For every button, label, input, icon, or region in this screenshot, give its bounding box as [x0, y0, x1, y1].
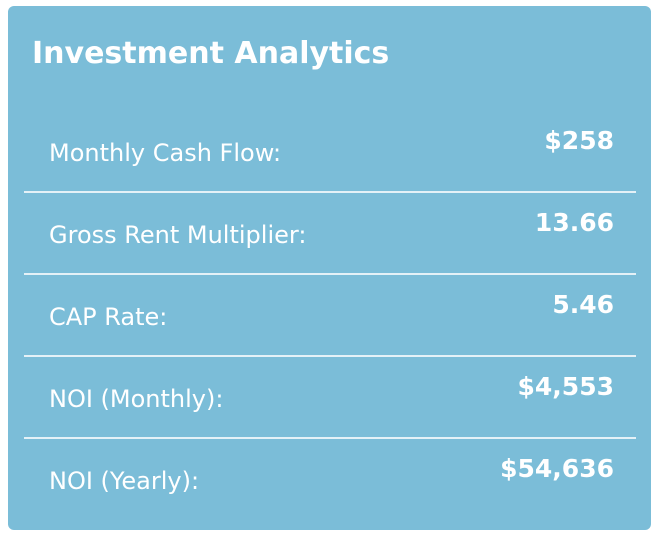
metric-row-monthly-cash-flow: Monthly Cash Flow: $258	[24, 111, 636, 193]
metric-value: $4,553	[517, 372, 614, 401]
metric-label: Gross Rent Multiplier:	[49, 221, 307, 249]
metric-value: 5.46	[552, 290, 614, 319]
metric-row-noi-yearly: NOI (Yearly): $54,636	[24, 439, 636, 521]
metric-label: Monthly Cash Flow:	[49, 139, 282, 167]
metric-row-noi-monthly: NOI (Monthly): $4,553	[24, 357, 636, 439]
card-title: Investment Analytics	[32, 36, 390, 71]
metrics-list: Monthly Cash Flow: $258 Gross Rent Multi…	[24, 111, 636, 521]
metric-label: NOI (Yearly):	[49, 467, 200, 495]
investment-analytics-card: Investment Analytics Monthly Cash Flow: …	[8, 6, 651, 530]
metric-value: $258	[544, 126, 614, 155]
metric-value: 13.66	[534, 208, 614, 237]
metric-row-gross-rent-multiplier: Gross Rent Multiplier: 13.66	[24, 193, 636, 275]
metric-row-cap-rate: CAP Rate: 5.46	[24, 275, 636, 357]
metric-label: NOI (Monthly):	[49, 385, 224, 413]
metric-value: $54,636	[500, 454, 614, 483]
metric-label: CAP Rate:	[49, 303, 168, 331]
